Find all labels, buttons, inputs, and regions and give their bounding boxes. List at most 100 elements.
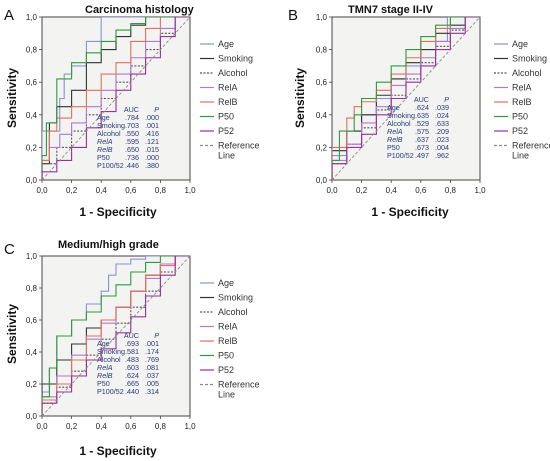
table-row-auc: .665 (125, 379, 139, 388)
table-row-label: Smoking (97, 121, 125, 130)
legend-label: Line (218, 390, 235, 400)
roc-panel-c: C Medium/high grade 0,00,0 0,2 0,2 0,4 0,4 0,6 0… (4, 239, 260, 458)
legend-label: Reference (218, 141, 260, 151)
table-row-auc: .595 (125, 137, 139, 146)
table-header-p: P (154, 331, 159, 340)
x-tick-label: 0,8 (155, 422, 167, 431)
table-row-p: .004 (435, 143, 449, 152)
y-tick-label: 0,8 (316, 46, 328, 55)
x-tick-label: 0,6 (125, 186, 137, 195)
y-tick-label: 0,4 (26, 111, 38, 120)
legend-label: P52 (512, 126, 528, 136)
y-tick-label: 1,0 (26, 252, 38, 261)
table-row-auc: .529 (415, 119, 429, 128)
table-row-p: .037 (145, 371, 159, 380)
y-axis-label: Sensitivity (5, 304, 19, 364)
x-tick-label: 1,0 (184, 186, 196, 195)
table-header-p: P (444, 95, 449, 104)
table-row-label: P100/52 (97, 387, 124, 396)
chart-title: TMN7 stage II-IV (348, 4, 434, 16)
table-row-p: .174 (145, 347, 159, 356)
table-row-label: RelB (97, 145, 113, 154)
table-row-p: .769 (145, 355, 159, 364)
table-row-auc: .703 (125, 121, 139, 130)
y-tick-label: 0,2 (26, 380, 38, 389)
table-header-auc: AUC (124, 105, 139, 114)
series-line-p50 (332, 17, 480, 180)
table-row-auc: .635 (415, 111, 429, 120)
y-tick-label: 0,4 (316, 111, 328, 120)
table-row-auc: .736 (125, 153, 139, 162)
table-row-auc: .624 (415, 103, 429, 112)
x-tick-label: 0,6 (415, 186, 427, 195)
series-line-reference-line (332, 17, 480, 180)
legend-label: P50 (218, 351, 234, 361)
x-tick-label: 0,0 (36, 422, 48, 431)
x-tick-label: 0,4 (96, 422, 108, 431)
x-tick-label: 1,0 (184, 422, 196, 431)
table-row-label: RelB (387, 135, 403, 144)
table-row-p: .023 (435, 135, 449, 144)
table-row-auc: .446 (125, 161, 139, 170)
table-row-label: P50 (97, 379, 110, 388)
table-row-auc: .550 (125, 129, 139, 138)
panel-letter: C (4, 241, 15, 258)
y-tick-label: 0,6 (316, 78, 328, 87)
legend-label: Alcohol (218, 307, 248, 317)
legend-label: RelB (218, 336, 238, 346)
legend-label: Age (512, 39, 528, 49)
legend-label: P52 (218, 365, 234, 375)
table-row-label: Smoking (97, 347, 125, 356)
table-row-p: .633 (435, 119, 449, 128)
y-axis-label: Sensitivity (293, 68, 307, 128)
table-row-auc: .603 (125, 363, 139, 372)
x-tick-label: 0,4 (96, 186, 108, 195)
table-row-auc: .497 (415, 151, 429, 160)
table-row-auc: .673 (415, 143, 429, 152)
legend-label: Reference (512, 141, 550, 151)
roc-panel-b: B TMN7 stage II-IV 0,00,0 0,2 0,2 0,4 0,4 0,6 0,… (288, 4, 550, 219)
legend-label: RelA (218, 83, 238, 93)
table-row-p: .015 (145, 145, 159, 154)
y-tick-label: 1,0 (316, 13, 328, 22)
chart-title: Carcinoma histology (85, 4, 195, 16)
legend-label: Reference (218, 380, 260, 390)
table-row-auc: .624 (125, 371, 139, 380)
table-row-label: Alcohol (97, 355, 121, 364)
table-row-label: Age (97, 339, 110, 348)
series-line-p52 (42, 256, 190, 416)
legend-label: P52 (218, 126, 234, 136)
legend-label: Line (218, 151, 235, 161)
table-header-auc: AUC (124, 331, 139, 340)
table-row-p: .121 (145, 137, 159, 146)
panel-letter: B (288, 7, 298, 24)
legend-label: Smoking (218, 293, 253, 303)
y-tick-label: 0,2 (26, 143, 38, 152)
legend-label: Alcohol (512, 68, 542, 78)
table-row-p: .001 (145, 121, 159, 130)
series-line-p50 (42, 17, 190, 180)
x-axis-label: 1 - Specificity (79, 205, 157, 219)
legend-label: RelA (512, 83, 532, 93)
table-row-label: RelA (387, 127, 403, 136)
x-tick-label: 0,4 (386, 186, 398, 195)
table-row-auc: .440 (125, 387, 139, 396)
legend-label: Age (218, 39, 234, 49)
table-row-label: P100/52 (97, 161, 124, 170)
x-tick-label: 0,8 (155, 186, 167, 195)
series-line-reference-line (42, 256, 190, 416)
table-row-auc: .650 (125, 145, 139, 154)
series-line-p50 (42, 256, 190, 416)
legend-label: Line (512, 151, 529, 161)
panel-letter: A (4, 7, 14, 24)
y-tick-label: 0,2 (316, 143, 328, 152)
table-row-p: .209 (435, 127, 449, 136)
table-row-p: .000 (145, 153, 159, 162)
roc-panel-a: A Carcinoma histology 0,00,0 0,2 0,2 0,4 0,4 0,… (4, 4, 260, 219)
table-row-p: .314 (145, 387, 159, 396)
y-tick-label: 0,6 (26, 78, 38, 87)
legend-label: Age (218, 278, 234, 288)
x-tick-label: 0,2 (66, 186, 78, 195)
chart-title: Medium/high grade (58, 239, 159, 251)
y-tick-label: 0,8 (26, 284, 38, 293)
